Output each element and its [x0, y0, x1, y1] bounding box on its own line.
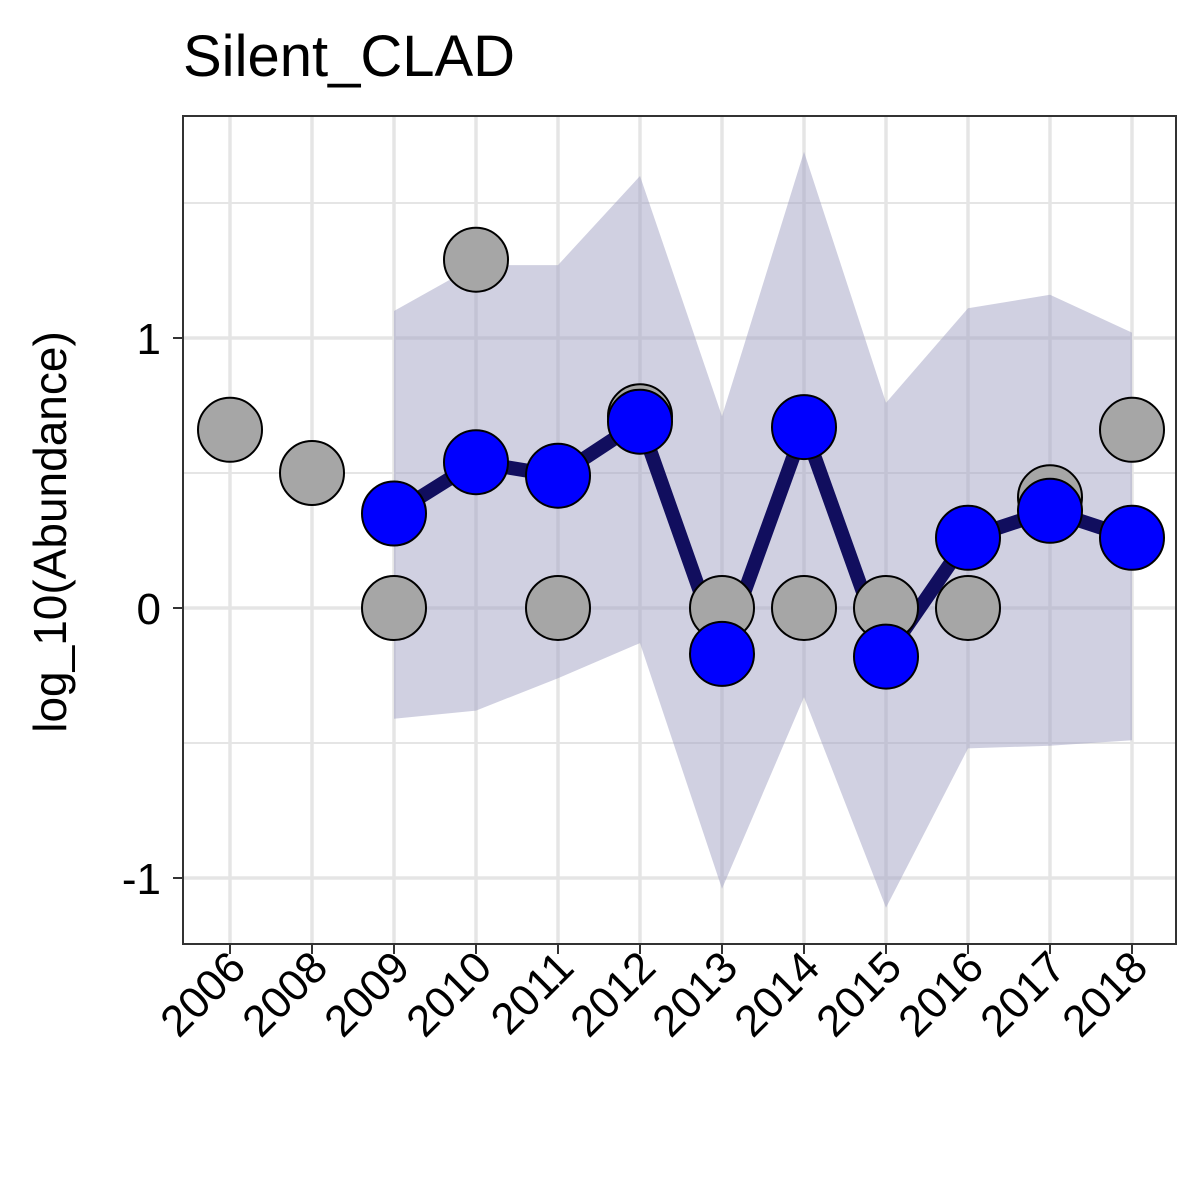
fitted-point [1099, 504, 1165, 571]
y-axis-label: log_10(Abundance) [24, 331, 76, 733]
chart-title: Silent_CLAD [183, 24, 515, 89]
observed-point [197, 396, 263, 463]
fitted-point [607, 388, 673, 455]
fitted-point [443, 429, 509, 496]
y-tick-label: 0 [137, 585, 161, 634]
fitted-point [525, 442, 591, 509]
y-tick-label: 1 [137, 315, 161, 364]
fitted-series-line [387, 414, 1139, 664]
fitted-points [361, 388, 1165, 690]
fitted-point [689, 620, 755, 687]
observed-point [1099, 396, 1165, 463]
observed-point [771, 575, 837, 641]
fitted-point [853, 623, 919, 690]
y-axis: -1 0 1 [122, 315, 183, 904]
observed-point [361, 575, 427, 641]
observed-point [279, 440, 345, 506]
fitted-point [1017, 477, 1083, 544]
fitted-point [361, 480, 427, 547]
fitted-point [771, 394, 837, 461]
fitted-point [935, 504, 1001, 571]
observed-point [443, 226, 509, 293]
observed-point [525, 575, 591, 641]
y-tick-label: -1 [122, 855, 161, 904]
fitted-line [387, 414, 1139, 664]
panel-border [182, 115, 1177, 945]
observed-point [935, 575, 1001, 641]
